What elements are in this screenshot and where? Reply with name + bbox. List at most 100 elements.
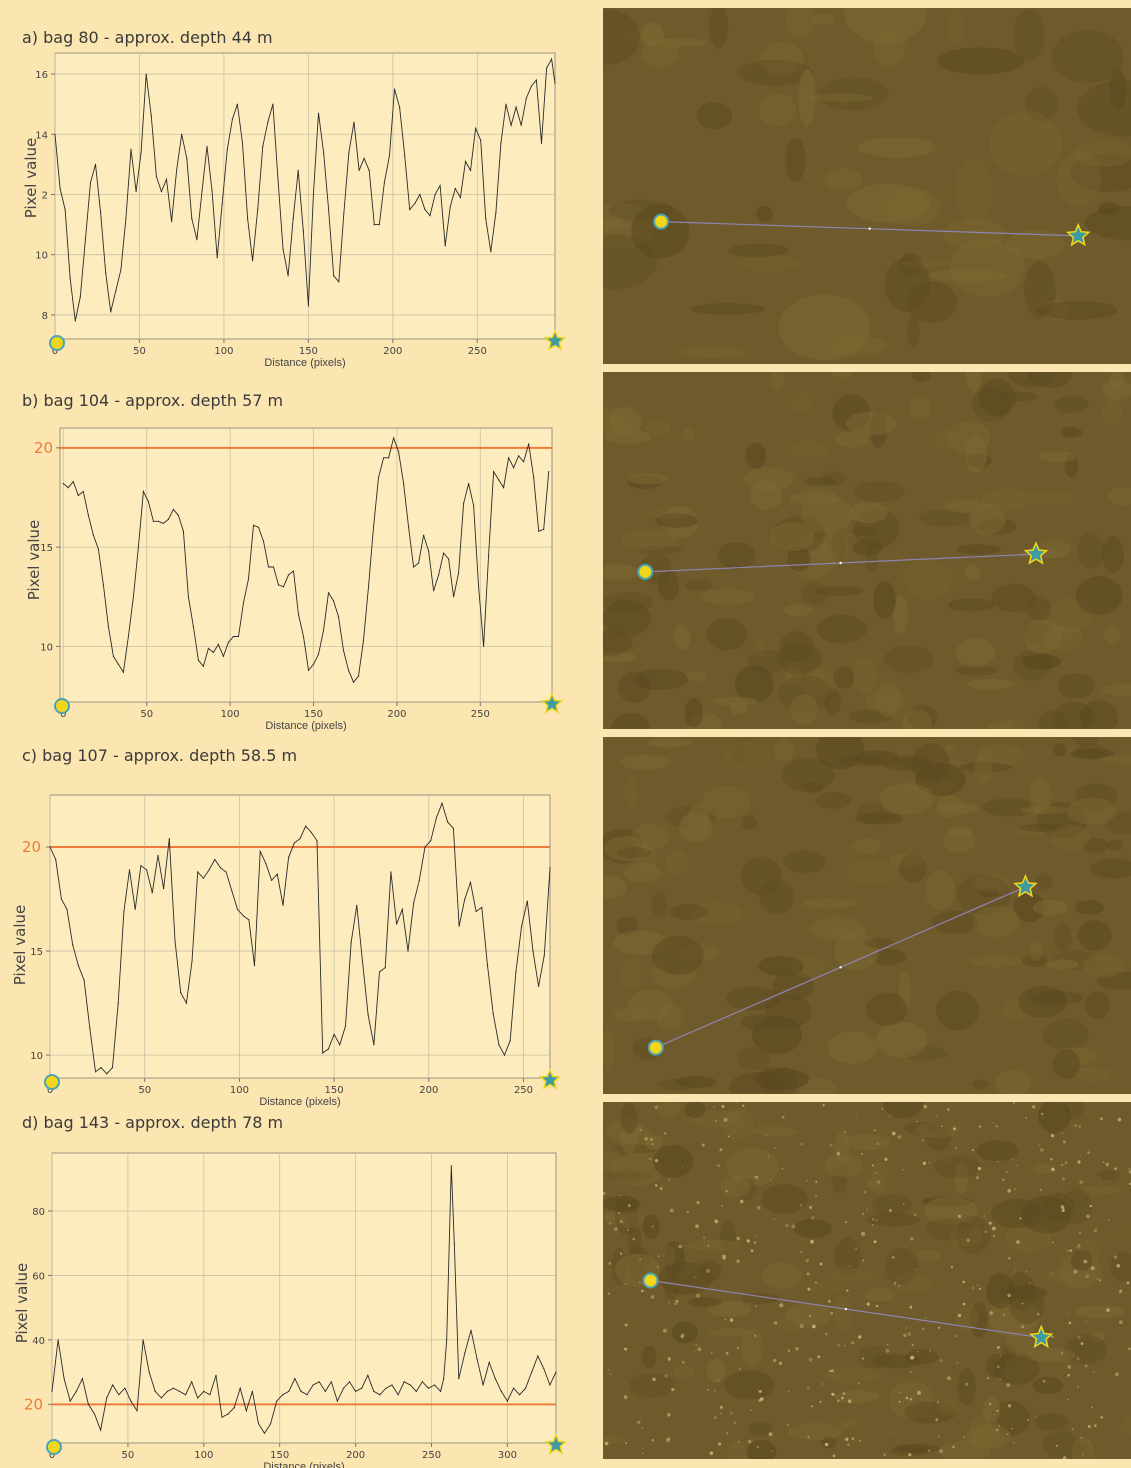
chart-a-y-axis-label: Pixel value [22,138,40,218]
chart-d-data-point [543,1368,544,1369]
chart-d-data-point [391,1384,392,1385]
chart-b-data-point [358,676,359,677]
micrograph-image-c [603,737,1131,1094]
chart-b-data-point [338,616,339,617]
chart-b-data-point [278,584,279,585]
chart-b-data-point [173,509,174,510]
chart-d-data-point [458,1378,459,1379]
chart-a-data-point [120,269,121,270]
chart-a-data-point [151,116,152,117]
chart-c-data-point [464,898,465,899]
micrograph-image-d [603,1102,1131,1459]
chart-a-y-tick-label: 10 [35,251,48,262]
chart-c-data-point [220,867,221,868]
chart-a-data-point [551,58,552,59]
chart-b-y-tick-label: 10 [40,642,53,653]
chart-b-data-point [178,515,179,516]
chart-b-y-axis-label: Pixel value [25,520,43,600]
chart-b-x-tick-label: 200 [387,709,406,720]
chart-a-data-point [511,125,512,126]
chart-a-data-point [394,89,395,90]
chart-a-data-point [536,80,537,81]
chart-d-data-point [276,1401,277,1402]
chart-b-data-point [443,553,444,554]
chart-c-data-point [424,846,425,847]
chart-b-data-point [213,652,214,653]
chart-c-data-point [532,951,533,952]
chart-d-data-point [398,1394,399,1395]
chart-b-data-point [388,457,389,458]
chart-a-data-point [212,191,213,192]
chart-c-data-point [277,874,278,875]
chart-b-data-point [503,487,504,488]
chart-a-data-point [404,155,405,156]
chart-d-data-point [513,1388,514,1389]
chart-c-data-point [322,1052,323,1053]
chart-c-data-point [61,898,62,899]
chart-d-data-point [76,1391,77,1392]
chart-c-data-point [459,926,460,927]
chart-c-data-point [66,909,67,910]
chart-b-data-point [93,535,94,536]
chart-a-data-point [495,212,496,213]
chart-d-data-point [215,1375,216,1376]
chart-d-data-point [197,1397,198,1398]
chart-b-data-point [118,664,119,665]
chart-c-y-axis-label: Pixel value [11,905,29,985]
chart-b-data-point [353,682,354,683]
chart-d-data-point [477,1359,478,1360]
chart-c-data-point [481,907,482,908]
chart-d-data-point [306,1394,307,1395]
chart-c-data-point [231,890,232,891]
micrograph-image-a [603,8,1131,364]
chart-c-data-point [402,909,403,910]
chart-a-data-point [450,206,451,207]
chart-d-data-point [349,1381,350,1382]
chart-c-data-point [453,828,454,829]
chart-d-data-point [319,1381,320,1382]
chart-a-data-point [186,158,187,159]
chart-b-data-point [518,455,519,456]
chart-a-data-point [85,239,86,240]
chart-b-data-point [328,592,329,593]
circle-marker-icon [644,1274,658,1288]
chart-b-data-point [163,523,164,524]
chart-d-data-point [64,1378,65,1379]
chart-c-data-point [299,838,300,839]
chart-d-data-point [191,1381,192,1382]
chart-b-data-point [288,574,289,575]
chart-d-data-point [367,1375,368,1376]
chart-c-data-point [430,840,431,841]
chart-b-data-point [498,479,499,480]
chart-d-y-tick-label: 60 [32,1271,45,1282]
chart-c-y-tick-label: 15 [30,947,43,958]
chart-d-data-point [313,1384,314,1385]
chart-d-data-point [161,1397,162,1398]
chart-a-data-point [399,107,400,108]
chart-b-data-point [403,483,404,484]
chart-c-data-point [436,817,437,818]
chart-b-data-point [493,471,494,472]
chart-d-data-point [410,1384,411,1385]
chart-d-data-point [300,1391,301,1392]
chart-d-data-point [179,1391,180,1392]
chart-b-data-point [158,521,159,522]
chart-c-data-point [106,1073,107,1074]
chart-a-data-point [419,194,420,195]
chart-c-data-point [385,967,386,968]
chart-a-data-point [288,275,289,276]
chart-d-data-point [143,1339,144,1340]
chart-a-plot-area [55,53,555,339]
chart-c-data-point [101,1067,102,1068]
chart-a-data-point [105,272,106,273]
chart-c-data-point [112,1067,113,1068]
chart-c-data-point [311,832,312,833]
chart-a-data-point [298,170,299,171]
chart-a-data-point [125,218,126,219]
chart-c-data-point [163,888,164,889]
chart-c-x-tick-label: 250 [514,1085,533,1096]
chart-d-data-point [246,1410,247,1411]
chart-a-data-point [80,296,81,297]
chart-c-x-tick-label: 50 [138,1085,151,1096]
